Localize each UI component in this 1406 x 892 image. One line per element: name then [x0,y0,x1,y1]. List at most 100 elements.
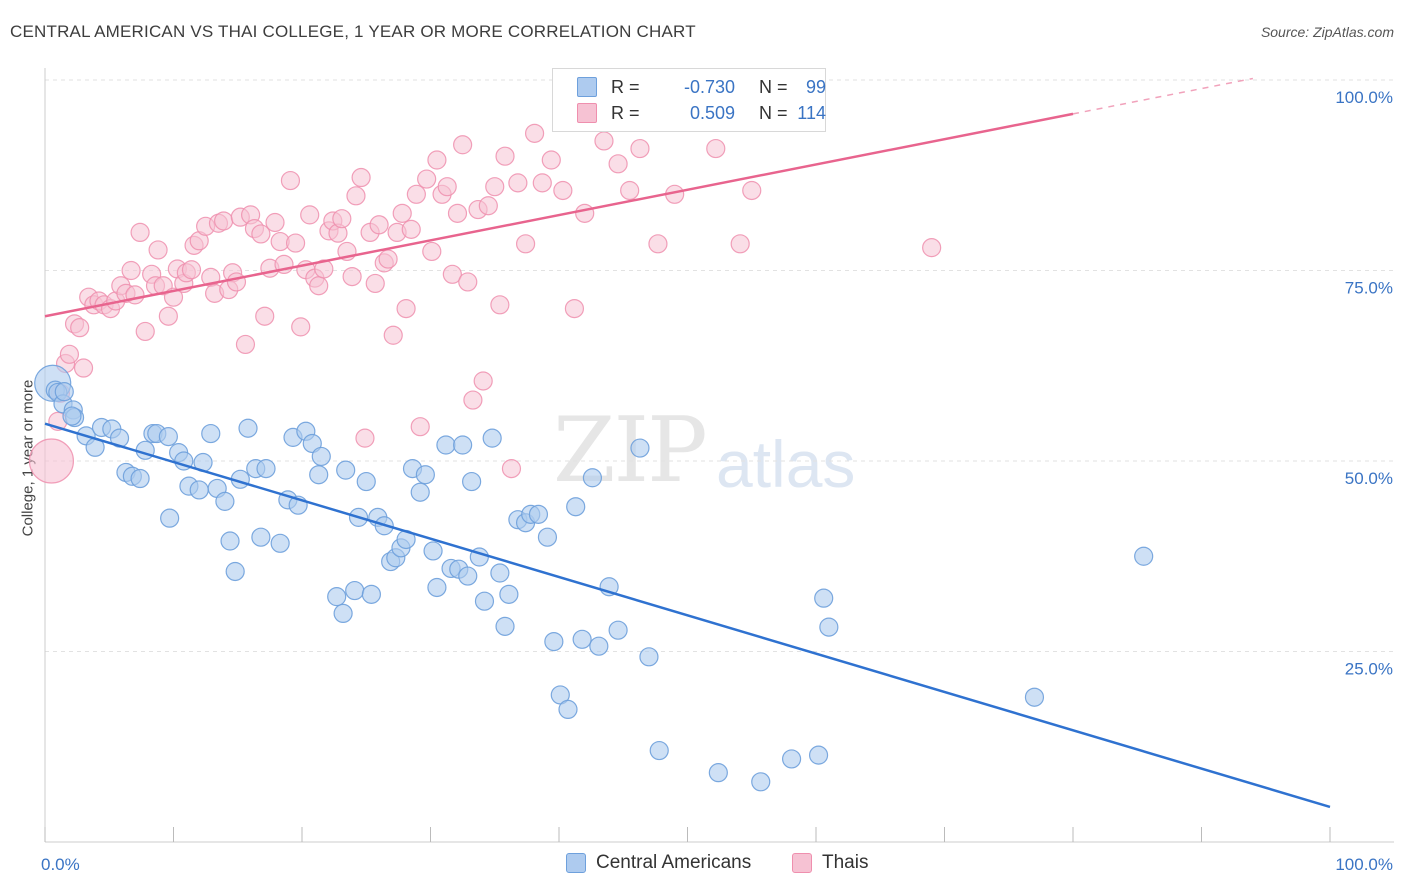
data-point-thais [541,150,561,170]
data-point-central-americans [537,527,558,547]
data-point-central-americans [474,591,495,611]
data-point-central-americans [462,471,482,492]
data-point-central-americans [639,647,659,667]
data-point-central-americans [423,541,443,561]
data-point-thais [351,167,371,188]
data-point-central-americans [427,577,447,598]
data-point-thais [495,146,515,166]
data-point-central-americans [251,527,271,547]
data-point-thais [501,459,522,479]
data-point-central-americans [361,584,381,604]
data-point-central-americans [130,468,150,489]
chart-title: CENTRAL AMERICAN VS THAI COLLEGE, 1 YEAR… [10,22,696,41]
data-point-thais [730,234,750,254]
data-point-central-americans [630,438,650,458]
data-point-central-americans [311,446,331,467]
data-point-central-americans [482,428,502,448]
data-point-central-americans [327,587,347,607]
data-point-central-americans [708,763,728,783]
data-point-central-americans [336,460,356,480]
y-tick-label: 75.0% [1345,279,1393,298]
data-point-thais [706,138,726,159]
data-point-central-americans [54,382,74,402]
data-point-thais [309,276,329,296]
data-point-central-americans [495,616,515,636]
legend-r-value: -0.730 [683,76,735,97]
data-point-central-americans [220,531,240,551]
legend-item-central-americans[interactable]: Central Americans [566,852,751,874]
data-point-thais [553,180,573,201]
data-point-central-americans [1024,687,1045,707]
data-point-central-americans [582,468,603,488]
legend-r-value: 0.509 [689,102,735,123]
x-tick-label: 0.0% [41,855,80,874]
watermark-atlas: atlas [716,427,856,501]
data-point-thais [121,260,141,281]
data-point-thais [226,272,247,292]
data-point-central-americans [238,418,258,438]
data-point-thais [280,170,301,191]
data-point-central-americans [528,504,549,524]
data-point-thais [473,371,493,391]
legend-swatch-blue [566,853,586,873]
correlation-legend: R = -0.730 N = 99 R = 0.509 N = 114 [552,68,826,132]
data-point-central-americans [814,588,834,608]
data-point-central-americans [458,566,478,586]
data-point-central-americans [808,745,829,765]
legend-r-label: R = [611,102,640,123]
grid-lines [45,79,1394,652]
data-point-thais [265,212,285,233]
data-point-thais [564,299,585,319]
data-point-thais [235,334,256,355]
y-tick-label: 25.0% [1345,660,1393,679]
data-point-thais [453,135,473,155]
data-point-thais [300,205,320,225]
data-point-thais [158,306,178,326]
data-point-central-americans [649,740,669,761]
data-point-thais [70,318,90,338]
legend-n-label: N = [759,76,788,97]
data-point-thais [135,321,155,342]
data-point-thais [291,317,311,337]
data-point-central-americans [189,480,209,500]
data-point-thais [378,249,398,269]
data-point-thais [575,203,595,223]
legend-label-central-americans: Central Americans [596,852,752,873]
data-point-thais [417,169,437,189]
data-point-thais [181,260,202,280]
series-legend: Central Americans Thais [0,852,1406,878]
data-point-thais [447,203,468,223]
data-point-thais [28,438,75,484]
data-point-thais [427,150,447,170]
data-point-central-americans [62,406,82,426]
legend-item-thais[interactable]: Thais [792,852,868,874]
legend-n-label: N = [759,102,788,123]
data-point-central-americans [410,482,430,502]
data-point-thais [314,259,334,279]
data-point-thais [463,390,483,410]
data-point-thais [608,154,628,174]
data-point-thais [648,234,668,254]
data-point-central-americans [158,427,178,447]
data-point-thais [214,211,234,231]
data-point-thais [346,186,366,206]
legend-n-value: 99 [805,76,826,97]
data-point-central-americans [490,563,510,583]
data-point-central-americans [356,471,376,492]
data-point-thais [365,273,385,294]
thais-trend-line [44,112,1074,318]
data-point-thais [922,238,942,258]
y-tick-label: 100.0% [1335,88,1393,107]
data-point-thais [251,224,271,244]
data-point-thais [442,264,462,284]
data-point-thais [125,285,145,305]
data-point-central-americans [256,459,276,479]
series-central-americans [34,364,1154,792]
data-point-thais [515,234,536,254]
legend-label-thais: Thais [822,852,869,873]
data-point-thais [392,203,412,223]
data-point-thais [383,325,403,345]
data-point-central-americans [751,772,771,792]
watermark-zip: ZIP [553,398,708,503]
